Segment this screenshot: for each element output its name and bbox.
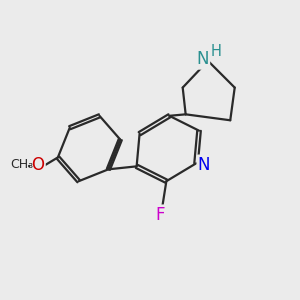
- Text: H: H: [211, 44, 222, 59]
- Text: N: N: [198, 156, 210, 174]
- Text: F: F: [156, 206, 165, 224]
- Text: CH₃: CH₃: [10, 158, 33, 171]
- Text: O: O: [32, 156, 44, 174]
- Text: N: N: [196, 50, 209, 68]
